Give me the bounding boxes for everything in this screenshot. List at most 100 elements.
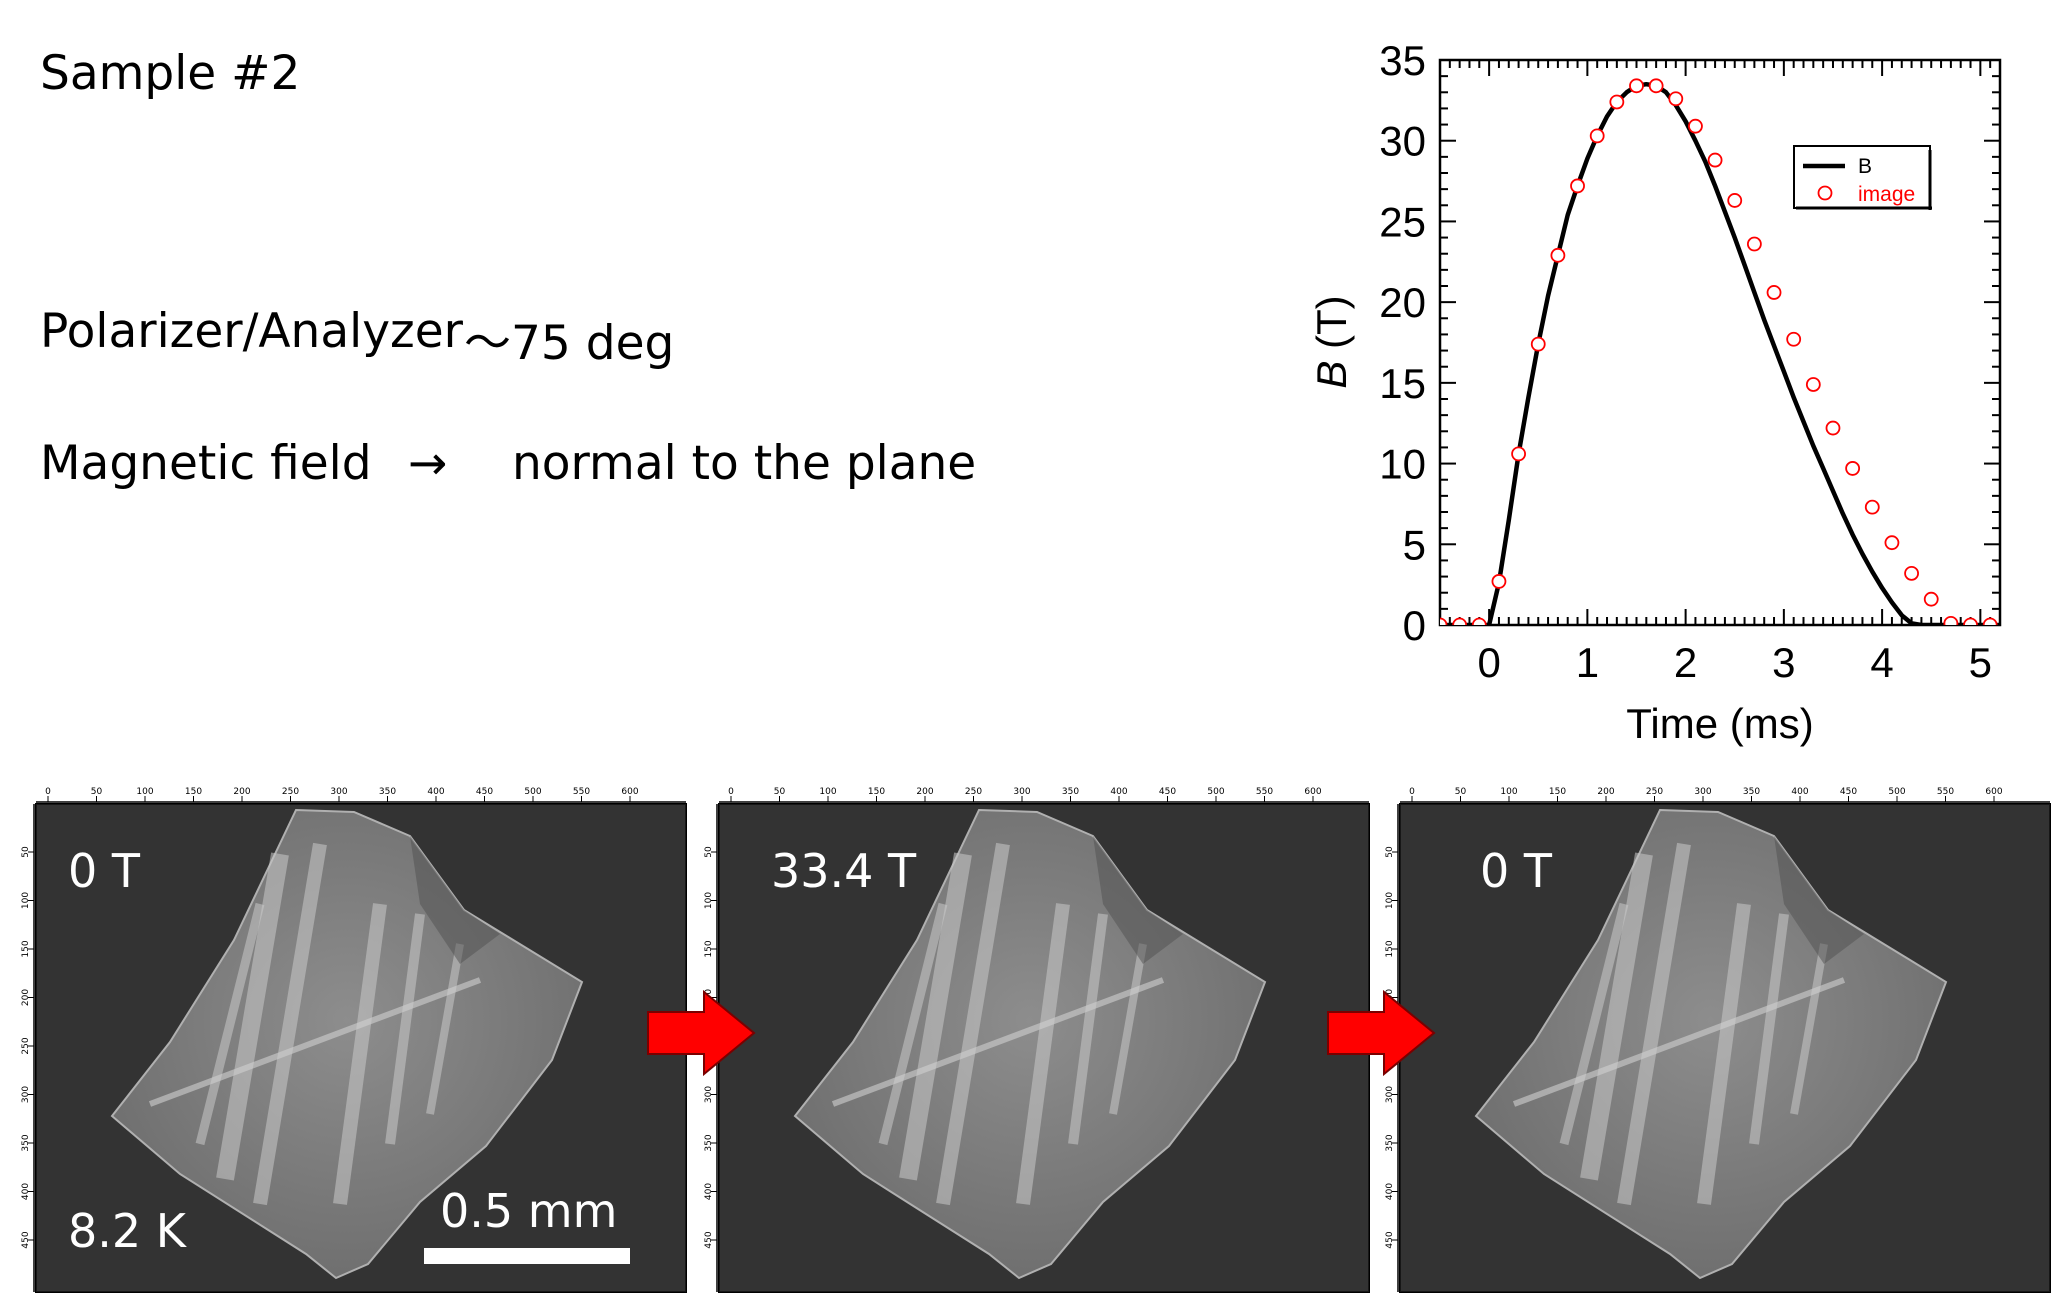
ruler-x-label: 200 [233, 787, 250, 797]
magnetic-field-label: Magnetic field [40, 436, 372, 491]
ruler-y-label: 450 [1385, 1231, 1395, 1248]
scale-bar [424, 1248, 630, 1264]
mo-image-panel-3: 0 50 100 150 200 250 300 350 400 450 500 550 600 50 10… [1384, 784, 2054, 1294]
domain-stripe [1580, 852, 1653, 1181]
domain-stripe [1697, 903, 1751, 1205]
image-point [1864, 499, 1880, 515]
ruler-y-label: 150 [1385, 940, 1395, 957]
ruler-x-label: 0 [1409, 787, 1415, 797]
ruler-x-label: 550 [573, 787, 590, 797]
image-point [1786, 331, 1802, 347]
image-point [1609, 94, 1625, 110]
right-arrow-icon-2 [1327, 990, 1436, 1076]
ruler-y-label: 50 [704, 846, 714, 858]
x-axis-label: Time (ms) [1626, 700, 1813, 747]
ruler-x-label: 500 [1888, 787, 1905, 797]
domain-stripe [195, 902, 265, 1146]
image-point [1884, 535, 1900, 551]
domain-stripe [1109, 943, 1147, 1115]
ruler-x-label: 200 [916, 787, 933, 797]
ruler-x-label: 100 [819, 787, 836, 797]
image-point [1629, 78, 1644, 94]
ruler-y-label: 350 [1385, 1134, 1395, 1151]
image-point [1440, 617, 1448, 625]
ruler-x-label: 500 [1207, 787, 1224, 797]
ruler-x-label: 50 [774, 787, 786, 797]
ruler-x-label: 550 [1937, 787, 1954, 797]
legend-label-image: image [1858, 183, 1915, 206]
field-label-1: 0 T [68, 844, 140, 898]
crystal-scratch [148, 977, 482, 1107]
ruler-x-label: 250 [1646, 787, 1663, 797]
mo-image-panel-2: 0 50 100 150 200 250 300 350 400 450 500 550 600 50 10… [703, 784, 1373, 1294]
ruler-x-label: 100 [136, 787, 153, 797]
image-point [1707, 152, 1723, 168]
axis-ticks [1439, 59, 2001, 626]
y-tick-label: 15 [1379, 360, 1426, 407]
ruler-x-label: 400 [1791, 787, 1808, 797]
mo-image-1: 0 50 100 150 200 250 300 350 400 450 500 550 600 50 10… [21, 787, 687, 1293]
y-tick-label: 30 [1379, 118, 1426, 165]
image-point [1452, 617, 1468, 625]
y-tick-labels: 0 5 10 15 20 25 30 35 [1379, 37, 1426, 649]
ruler-x-label: 350 [379, 787, 396, 797]
crystal-scratch [1512, 977, 1846, 1107]
image-point [1530, 336, 1546, 352]
ruler-y-label: 350 [704, 1134, 714, 1151]
ruler-x-label: 450 [1159, 787, 1176, 797]
y-tick-label: 25 [1379, 198, 1426, 245]
ruler-y-label: 400 [21, 1183, 31, 1200]
ruler-y-label: 450 [704, 1231, 714, 1248]
image-point [1746, 236, 1762, 252]
domain-stripe [1068, 913, 1108, 1145]
legend-marker-swatch [1817, 185, 1833, 201]
series-b-line [1440, 81, 2000, 625]
ruler-x-label: 200 [1597, 787, 1614, 797]
field-direction: normal to the plane [512, 436, 977, 491]
domain-stripe [333, 903, 387, 1205]
y-tick-label: 35 [1379, 37, 1426, 84]
y-axis-unit-text: (T) [1308, 295, 1355, 349]
y-tick-label: 0 [1403, 602, 1426, 649]
domain-stripe [216, 852, 289, 1181]
image-point [1688, 118, 1703, 134]
y-axis-symbol: B [1308, 361, 1355, 389]
domain-stripe [385, 913, 425, 1145]
ruler-y-label: 300 [21, 1086, 31, 1103]
scale-bar-label: 0.5 mm [440, 1184, 618, 1238]
ruler-x-label: 600 [1304, 787, 1321, 797]
ruler-x-label: 600 [1985, 787, 2002, 797]
ruler-y-label: 400 [1385, 1183, 1395, 1200]
image-point [1766, 285, 1782, 300]
image-point [1511, 446, 1526, 462]
ruler-x-label: 600 [621, 787, 638, 797]
domain-stripe [1016, 903, 1070, 1205]
series-image-markers [1440, 78, 1998, 625]
image-point [1668, 91, 1684, 107]
image-point [1825, 420, 1841, 436]
image-point [1491, 574, 1507, 589]
legend: B image [1793, 145, 1932, 210]
field-label-2: 33.4 T [771, 844, 917, 898]
ruler-x-label: 0 [45, 787, 51, 797]
right-arrow-icon-1 [647, 990, 756, 1076]
ruler-x-label: 450 [476, 787, 493, 797]
y-axis-unit [1308, 349, 1355, 361]
x-tick-label: 0 [1477, 639, 1500, 686]
ruler-x-label: 350 [1743, 787, 1760, 797]
ruler-x-label: 500 [524, 787, 541, 797]
ruler-x-label: 450 [1840, 787, 1857, 797]
ruler-y-label: 100 [21, 892, 31, 909]
image-point [1570, 178, 1585, 194]
domain-stripe [253, 842, 327, 1206]
image-point [1923, 591, 1939, 607]
domain-stripe [1749, 913, 1789, 1145]
image-point [1648, 78, 1664, 94]
domain-stripe [1790, 943, 1828, 1115]
image-point [1471, 617, 1487, 625]
image-point [1550, 247, 1566, 263]
sample-title: Sample #2 [40, 46, 301, 101]
y-axis-label: B (T) [1308, 295, 1355, 388]
ruler-x-label: 300 [1694, 787, 1711, 797]
ruler-y-label: 400 [704, 1183, 714, 1200]
